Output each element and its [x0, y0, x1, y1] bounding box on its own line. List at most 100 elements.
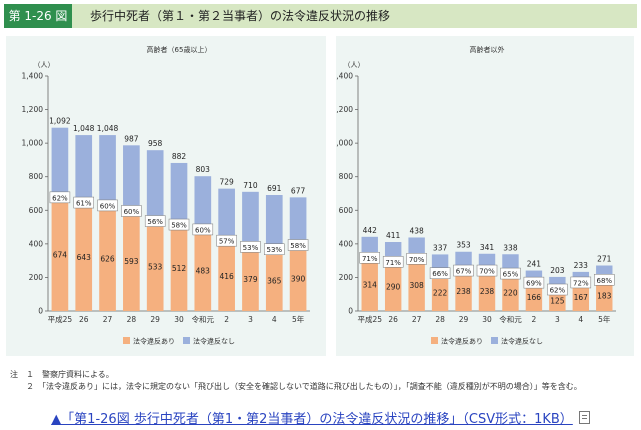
elderly-bar-no-violation	[51, 127, 69, 198]
non-elderly-bar-violation	[408, 259, 425, 311]
non-elderly-share-label: 71%	[362, 255, 378, 263]
non-elderly-share-label: 65%	[503, 271, 519, 279]
elderly-x-tick-label: 2	[224, 315, 229, 324]
non-elderly-share-label: 68%	[596, 277, 612, 285]
non-elderly-y-tick-label: 0	[348, 307, 353, 316]
non-elderly-x-tick-label: 26	[388, 315, 398, 324]
elderly-bar-no-violation	[242, 191, 259, 248]
elderly-violation-value-label: 483	[196, 266, 211, 275]
elderly-bar-no-violation	[218, 188, 235, 242]
elderly-share-box	[240, 241, 261, 253]
non-elderly-share-box	[406, 253, 427, 265]
elderly-bar-no-violation	[123, 145, 140, 212]
non-elderly-total-label: 338	[503, 243, 518, 252]
non-elderly-title: 高齢者以外	[470, 45, 505, 54]
non-elderly-x-tick-label: 3	[555, 315, 560, 324]
figure-title: 歩行中死者（第１・第２当事者）の法令違反状況の推移	[90, 9, 391, 23]
csv-download-link[interactable]: ▲「第1-26図 歩行中死者（第1・第2当事者）の法令違反状況の推移」（CSV形…	[0, 408, 641, 427]
elderly-bar-violation	[194, 229, 212, 311]
elderly-share-box	[287, 239, 309, 251]
elderly-violation-value-label: 643	[77, 253, 92, 262]
elderly-share-box	[264, 243, 285, 255]
elderly-bar-no-violation	[99, 135, 116, 206]
non-elderly-share-label: 67%	[456, 268, 472, 276]
elderly-violation-value-label: 416	[219, 272, 234, 281]
non-elderly-y-tick-label: 1,000	[336, 139, 353, 148]
elderly-legend-swatch-violation	[123, 337, 130, 344]
elderly-total-label: 677	[291, 186, 306, 195]
non-elderly-bar-violation	[478, 271, 496, 311]
non-elderly-violation-value-label: 238	[480, 287, 495, 296]
elderly-violation-value-label: 512	[172, 264, 187, 273]
non-elderly-share-label: 69%	[526, 280, 542, 288]
elderly-bar-violation	[218, 241, 235, 311]
elderly-title: 高齢者（65歳以上）	[147, 45, 212, 54]
elderly-share-label: 53%	[243, 244, 259, 252]
non-elderly-bar-violation	[502, 274, 519, 311]
non-elderly-total-label: 241	[527, 260, 542, 269]
non-elderly-bar-violation	[384, 262, 402, 311]
non-elderly-legend-label-violation: 法令違反あり	[441, 337, 483, 346]
non-elderly-legend-swatch-no-violation	[491, 337, 498, 344]
non-elderly-x-tick-label: 27	[412, 315, 422, 324]
non-elderly-violation-value-label: 125	[550, 297, 565, 306]
elderly-legend-swatch-no-violation	[183, 337, 190, 344]
elderly-y-tick-label: 0	[38, 307, 43, 316]
non-elderly-violation-value-label: 238	[456, 287, 471, 296]
non-elderly-x-tick-label: 4	[578, 315, 583, 324]
elderly-total-label: 987	[124, 134, 139, 143]
elderly-violation-value-label: 390	[291, 274, 306, 283]
elderly-share-box	[168, 218, 190, 231]
elderly-share-box	[49, 191, 71, 204]
non-elderly-total-label: 233	[574, 261, 589, 270]
non-elderly-share-box	[359, 252, 380, 264]
non-elderly-share-label: 66%	[432, 270, 448, 278]
non-elderly-violation-value-label: 308	[409, 281, 424, 290]
elderly-x-tick-label: 4	[272, 315, 277, 324]
non-elderly-share-label: 71%	[385, 259, 401, 267]
elderly-share-box	[97, 199, 118, 212]
non-elderly-y-tick-label: 400	[339, 239, 354, 248]
non-elderly-share-box	[476, 264, 498, 277]
elderly-share-box	[73, 196, 94, 209]
elderly-bar-no-violation	[170, 162, 188, 226]
non-elderly-violation-value-label: 220	[503, 289, 518, 298]
non-elderly-share-box	[500, 267, 521, 280]
elderly-violation-value-label: 593	[124, 257, 139, 266]
elderly-legend-label-no-violation: 法令違反なし	[193, 337, 235, 346]
non-elderly-y-tick-label: 1,200	[336, 105, 353, 114]
elderly-violation-value-label: 674	[53, 250, 68, 259]
csv-link-text[interactable]: ▲「第1-26図 歩行中死者（第1・第2当事者）の法令違反状況の推移」（CSV形…	[51, 412, 573, 427]
non-elderly-share-box	[429, 267, 451, 279]
non-elderly-x-tick-label: 2	[532, 315, 537, 324]
elderly-x-tick-label: 29	[150, 315, 160, 324]
elderly-x-tick-label: 平成25	[48, 314, 73, 324]
elderly-bar-violation	[242, 247, 259, 311]
non-elderly-share-box	[382, 256, 404, 268]
non-elderly-violation-value-label: 166	[527, 293, 542, 302]
elderly-share-box	[216, 234, 237, 247]
elderly-share-label: 53%	[266, 246, 282, 254]
non-elderly-bar-violation	[455, 271, 472, 311]
document-icon[interactable]	[578, 411, 590, 424]
non-elderly-violation-value-label: 183	[597, 292, 612, 301]
non-elderly-x-tick-label: 29	[459, 315, 469, 324]
elderly-x-tick-label: 30	[174, 315, 184, 324]
non-elderly-y-tick-label: 800	[339, 172, 354, 181]
non-elderly-violation-value-label: 167	[574, 293, 589, 302]
elderly-total-label: 1,092	[49, 117, 71, 126]
elderly-bar-violation	[170, 225, 188, 311]
elderly-x-tick-label: 27	[103, 315, 113, 324]
elderly-share-box	[192, 223, 214, 236]
elderly-share-label: 61%	[76, 200, 92, 208]
elderly-x-tick-label: 5年	[292, 314, 305, 324]
elderly-total-label: 1,048	[73, 124, 95, 133]
non-elderly-total-label: 438	[409, 226, 424, 235]
non-elderly-total-label: 353	[456, 241, 471, 250]
non-elderly-x-tick-label: 平成25	[357, 314, 382, 324]
non-elderly-violation-value-label: 222	[433, 288, 448, 297]
elderly-bar-no-violation	[289, 197, 307, 246]
elderly-violation-value-label: 379	[243, 275, 258, 284]
non-elderly-share-box	[547, 283, 568, 296]
non-elderly-y-tick-label: 200	[339, 273, 354, 282]
